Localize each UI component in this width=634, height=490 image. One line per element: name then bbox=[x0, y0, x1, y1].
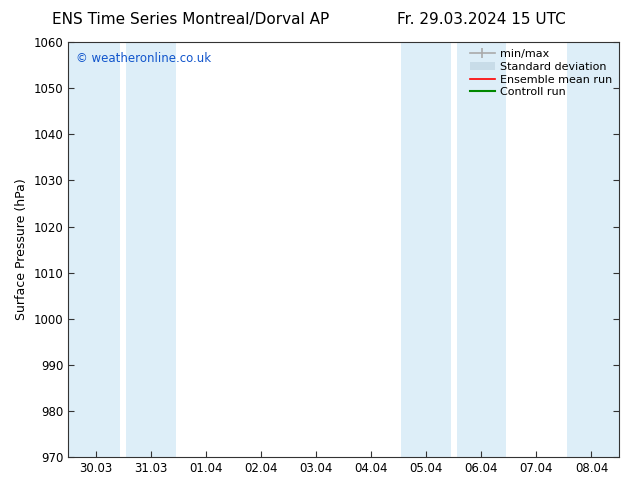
Bar bbox=[456, 42, 506, 457]
Bar bbox=[567, 42, 619, 457]
Text: ENS Time Series Montreal/Dorval AP: ENS Time Series Montreal/Dorval AP bbox=[51, 12, 329, 27]
Y-axis label: Surface Pressure (hPa): Surface Pressure (hPa) bbox=[15, 179, 28, 320]
Bar bbox=[126, 42, 176, 457]
Text: © weatheronline.co.uk: © weatheronline.co.uk bbox=[77, 52, 212, 66]
Legend: min/max, Standard deviation, Ensemble mean run, Controll run: min/max, Standard deviation, Ensemble me… bbox=[465, 44, 617, 102]
Bar bbox=[68, 42, 120, 457]
Bar bbox=[401, 42, 451, 457]
Text: Fr. 29.03.2024 15 UTC: Fr. 29.03.2024 15 UTC bbox=[398, 12, 566, 27]
